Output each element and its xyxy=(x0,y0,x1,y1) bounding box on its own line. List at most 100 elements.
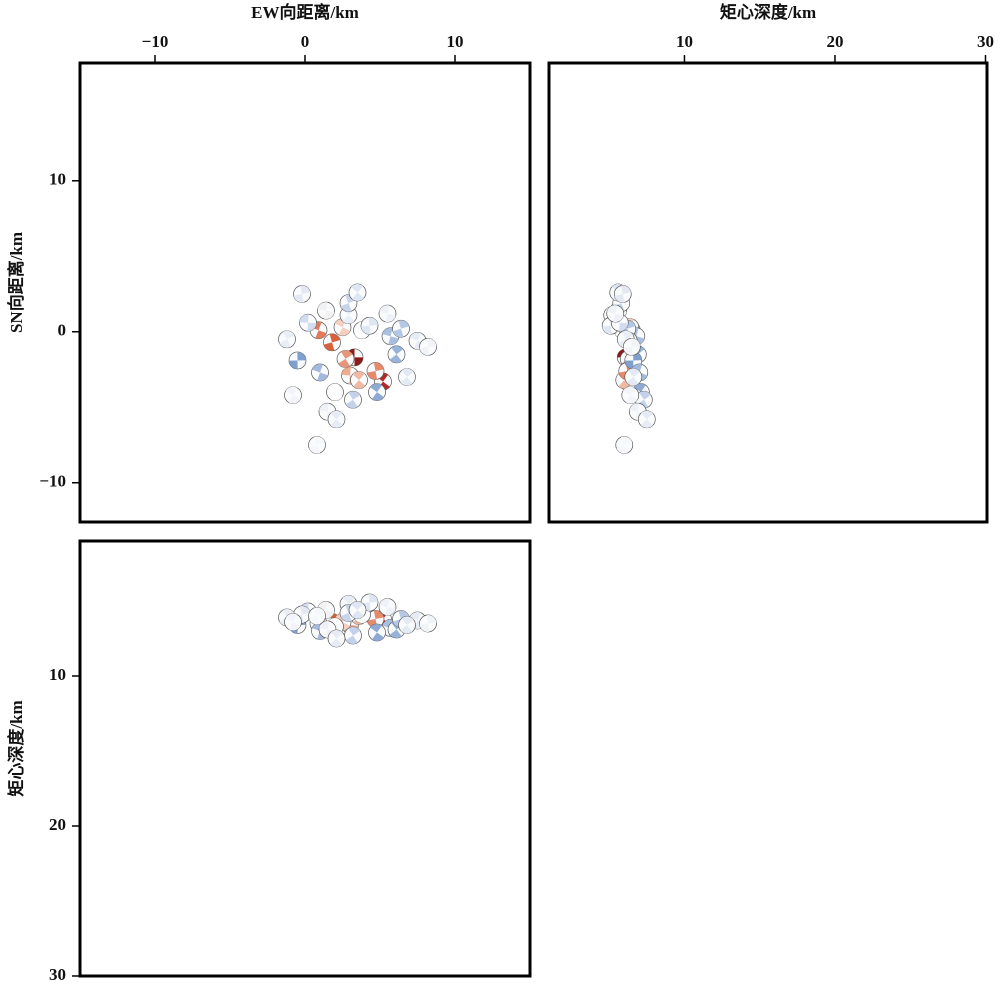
beachball-wedge xyxy=(313,436,325,445)
x-axis-title: 矩心深度/km xyxy=(720,2,816,22)
x-tick-label: 20 xyxy=(826,32,843,51)
beachball-wedge xyxy=(342,595,355,604)
x-tick-label: −10 xyxy=(142,32,169,51)
beachball xyxy=(368,383,386,402)
beachball xyxy=(419,614,437,633)
beachball-wedge xyxy=(319,403,329,412)
x-tick-label: 30 xyxy=(977,32,994,51)
beachball-wedge xyxy=(623,346,633,356)
beachball-wedge xyxy=(382,327,393,337)
beachball xyxy=(293,285,311,303)
beachball-wedge xyxy=(319,621,329,630)
beachball-wedge xyxy=(367,371,378,380)
beachball-wedge xyxy=(324,310,335,320)
beachball-wedge xyxy=(640,410,653,420)
beachball xyxy=(624,368,643,386)
beachball xyxy=(323,333,341,352)
beachball-wedge xyxy=(309,616,321,625)
y-tick-label: 20 xyxy=(49,815,66,834)
beachball-wedge xyxy=(309,444,321,454)
beachball xyxy=(344,626,362,645)
beachball xyxy=(299,313,317,332)
beachball-wedge xyxy=(283,609,295,618)
beachball-wedge xyxy=(330,392,343,401)
beachball-wedge xyxy=(340,303,352,312)
beachball-wedge xyxy=(317,302,328,311)
beachball xyxy=(637,410,656,429)
beachball-wedge xyxy=(392,328,404,338)
beachball xyxy=(308,607,326,625)
beachball-wedge xyxy=(621,330,634,340)
x-tick-label: 0 xyxy=(301,32,310,51)
beachball-wedge xyxy=(327,617,340,627)
beachball-wedge xyxy=(351,284,364,293)
beachball-wedge xyxy=(626,377,639,386)
beachball-wedge xyxy=(288,622,301,631)
beachball-wedge xyxy=(338,358,351,368)
beachball-wedge xyxy=(342,315,355,324)
beachball xyxy=(378,598,397,616)
beachball-wedge xyxy=(330,419,343,428)
beachball-wedge xyxy=(401,368,414,378)
beachball xyxy=(348,283,367,302)
beachball-wedge xyxy=(283,330,295,340)
beachball-wedge xyxy=(419,623,430,632)
beachball-wedge xyxy=(345,399,358,409)
beachball xyxy=(308,436,326,454)
beachball-wedge xyxy=(372,632,384,642)
beachball xyxy=(344,390,362,409)
beachball-wedge xyxy=(289,360,298,369)
y-tick-label: 10 xyxy=(49,170,66,189)
beachball-wedge xyxy=(606,305,618,314)
y-axis-title: SN向距离/km xyxy=(6,232,26,333)
beachball xyxy=(621,386,640,405)
beachball-wedge xyxy=(373,610,384,619)
beachball xyxy=(339,294,358,312)
beachball-wedge xyxy=(616,444,628,454)
beachball xyxy=(366,610,385,628)
beachball-wedge xyxy=(379,305,390,314)
beachball-wedge xyxy=(379,598,390,607)
beachball-wedge xyxy=(401,616,414,625)
y-tick-label: 10 xyxy=(49,665,66,684)
beachball-wedge xyxy=(285,613,298,622)
beachball-wedge xyxy=(330,630,343,639)
beachball xyxy=(606,304,625,323)
beachball-wedge xyxy=(330,638,343,647)
beachball-wedge xyxy=(312,364,323,373)
beachball-wedge xyxy=(370,624,382,633)
beachball-wedge xyxy=(619,322,629,332)
y-tick-label: 30 xyxy=(49,965,66,984)
beachball-wedge xyxy=(324,610,335,619)
beachball-wedge xyxy=(385,607,396,616)
beachball xyxy=(419,338,437,356)
beachball-wedge xyxy=(323,342,335,351)
beachball-wedge xyxy=(351,292,364,302)
beachball xyxy=(311,363,329,382)
beachball-wedge xyxy=(627,368,640,378)
beachball-wedge xyxy=(340,350,353,359)
beachball-wedge xyxy=(348,627,361,636)
beachball xyxy=(378,304,397,323)
x-tick-label: 10 xyxy=(676,32,693,51)
y-tick-label: 0 xyxy=(58,321,67,340)
beachball xyxy=(398,368,416,386)
beachball-wedge xyxy=(345,635,358,644)
beachball-wedge xyxy=(368,594,378,603)
beachball xyxy=(615,436,634,454)
beachball-wedge xyxy=(409,332,422,341)
beachball-wedge xyxy=(370,383,382,393)
beachball-wedge xyxy=(348,391,361,400)
beachball xyxy=(398,616,416,634)
beachball-wedge xyxy=(614,294,625,303)
beachball-wedge xyxy=(293,294,304,303)
beachball-wedge xyxy=(354,357,363,366)
beachball-wedge xyxy=(613,313,624,323)
beachball-wedge xyxy=(372,392,384,401)
beachball-wedge xyxy=(315,330,327,339)
panel-frame xyxy=(78,539,532,978)
beachball xyxy=(366,362,385,380)
beachball-wedge xyxy=(391,345,404,355)
beachball-wedge xyxy=(389,629,402,638)
